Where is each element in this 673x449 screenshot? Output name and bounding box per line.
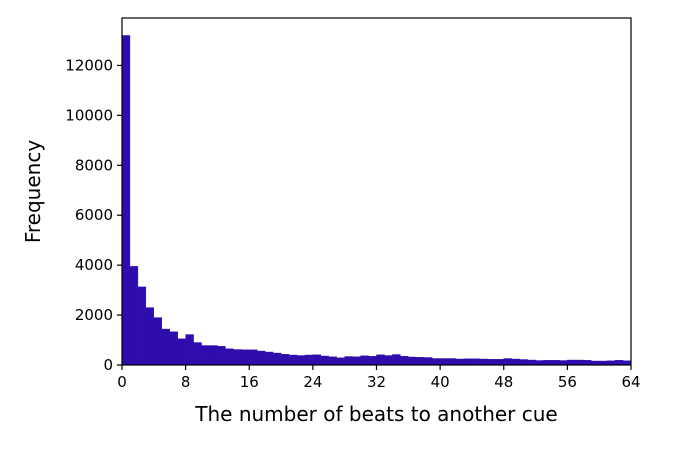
histogram-bar bbox=[193, 342, 202, 366]
x-tick-label: 32 bbox=[367, 373, 386, 391]
x-tick-label: 48 bbox=[494, 373, 513, 391]
histogram-bar bbox=[408, 356, 417, 366]
histogram-bar bbox=[121, 35, 131, 366]
y-tick-label: 0 bbox=[103, 356, 113, 374]
histogram-bar bbox=[225, 348, 234, 366]
histogram-bar bbox=[495, 359, 504, 366]
histogram-bar bbox=[575, 359, 584, 366]
x-tick-label: 40 bbox=[431, 373, 450, 391]
histogram-bar bbox=[161, 328, 170, 366]
histogram-bar bbox=[312, 354, 322, 366]
x-tick-label: 0 bbox=[117, 373, 127, 391]
histogram-bar bbox=[622, 360, 632, 366]
y-tick-label: 2000 bbox=[75, 306, 113, 324]
histogram-bar bbox=[328, 356, 337, 366]
x-axis: 0 8 16 24 32 40 48 56 64 bbox=[117, 365, 641, 391]
histogram-bar bbox=[479, 358, 489, 366]
histogram-bar bbox=[368, 356, 377, 366]
histogram-bar bbox=[487, 359, 496, 366]
y-axis-label: Frequency bbox=[21, 140, 45, 243]
histogram-bar bbox=[129, 266, 139, 366]
x-tick-label: 64 bbox=[621, 373, 640, 391]
histogram-bar bbox=[145, 307, 155, 366]
histogram-bar bbox=[209, 345, 218, 366]
histogram-bar bbox=[559, 360, 568, 366]
histogram-bar bbox=[614, 360, 624, 366]
histogram-bar bbox=[567, 359, 576, 366]
histogram-bar bbox=[264, 351, 274, 366]
histogram-bar bbox=[169, 331, 178, 366]
histogram-bar bbox=[424, 357, 433, 366]
histogram-bar bbox=[583, 360, 592, 366]
histogram-bar bbox=[217, 346, 226, 366]
histogram-bar bbox=[233, 349, 242, 366]
histogram-bar bbox=[249, 349, 258, 366]
histogram-bar bbox=[352, 356, 361, 366]
histogram-bar bbox=[416, 357, 425, 366]
histogram-bar bbox=[551, 360, 560, 366]
y-tick-label: 8000 bbox=[75, 156, 113, 174]
histogram-bars bbox=[121, 35, 632, 366]
x-tick-label: 56 bbox=[558, 373, 577, 391]
histogram-bar bbox=[344, 356, 353, 366]
histogram-bar bbox=[400, 356, 409, 366]
histogram-bar bbox=[296, 355, 306, 366]
histogram-bar bbox=[431, 358, 441, 366]
y-tick-label: 12000 bbox=[65, 56, 113, 74]
y-tick-label: 4000 bbox=[75, 256, 113, 274]
histogram-bar bbox=[272, 352, 282, 366]
histogram-bar bbox=[455, 358, 465, 366]
y-tick-label: 6000 bbox=[75, 206, 113, 224]
histogram-bar bbox=[384, 355, 393, 366]
histogram-bar bbox=[606, 360, 616, 366]
histogram-bar bbox=[336, 357, 345, 366]
histogram-bar bbox=[535, 360, 544, 366]
histogram-bar bbox=[153, 317, 162, 366]
x-tick-label: 24 bbox=[303, 373, 322, 391]
histogram-bar bbox=[439, 358, 449, 366]
plot-area-frame bbox=[121, 17, 632, 366]
histogram-bar bbox=[137, 286, 147, 366]
x-axis-label: The number of beats to another cue bbox=[194, 402, 557, 426]
histogram-bar bbox=[527, 359, 536, 366]
histogram-bar bbox=[257, 350, 266, 366]
histogram-bar bbox=[511, 358, 520, 366]
histogram-bar bbox=[241, 349, 250, 366]
x-tick-label: 16 bbox=[240, 373, 259, 391]
histogram-bar bbox=[201, 345, 210, 366]
histogram-bar bbox=[519, 359, 528, 366]
x-tick-label: 8 bbox=[181, 373, 191, 391]
histogram-bar bbox=[392, 354, 401, 366]
histogram-bar bbox=[288, 354, 298, 366]
histogram-bar bbox=[320, 355, 329, 366]
histogram-bar bbox=[185, 334, 194, 366]
histogram-bar bbox=[376, 354, 385, 366]
histogram-bar bbox=[543, 360, 552, 366]
histogram-bar bbox=[503, 358, 512, 366]
histogram-bar bbox=[304, 354, 314, 366]
histogram-bar bbox=[360, 355, 369, 366]
y-axis: 0 2000 4000 6000 8000 10000 12000 bbox=[65, 56, 122, 374]
histogram-bar bbox=[471, 358, 481, 366]
y-tick-label: 10000 bbox=[65, 106, 113, 124]
histogram-bar bbox=[177, 338, 186, 366]
histogram-bar bbox=[280, 354, 290, 366]
histogram-bar bbox=[447, 358, 457, 366]
histogram-bar bbox=[463, 358, 473, 366]
